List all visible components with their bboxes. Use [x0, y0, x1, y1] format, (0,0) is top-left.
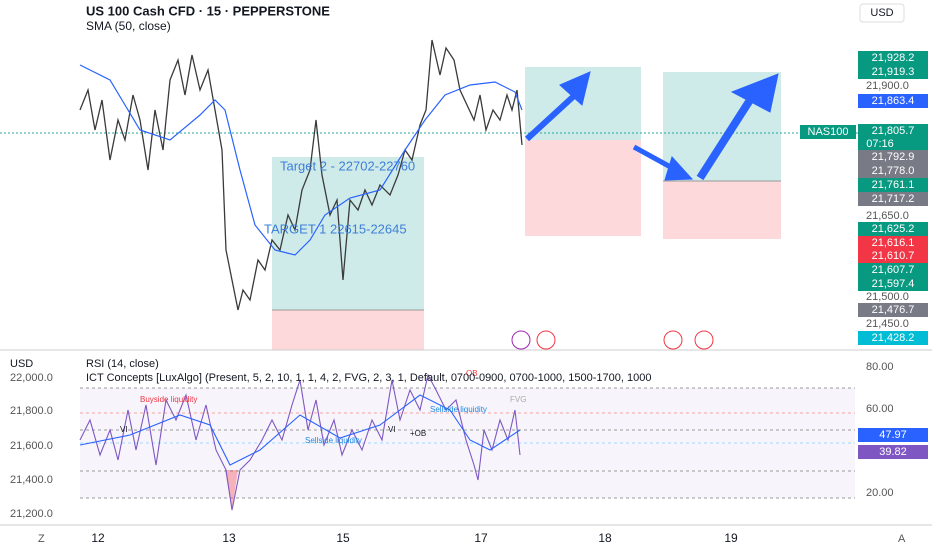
time-tick: 18: [598, 531, 612, 545]
time-tick: 13: [222, 531, 236, 545]
price-tag: [858, 303, 928, 317]
rsi-line: [79, 373, 521, 511]
time-tick: 12: [91, 531, 105, 545]
ma-tag-text: 39.82: [879, 446, 907, 458]
price-tag-text: 21,717.2: [872, 193, 915, 205]
price-tag-text: 21,792.9: [872, 151, 915, 163]
price-tag: [858, 263, 928, 277]
price-tag-text: 21,928.2: [872, 52, 915, 64]
price-tag-text: 21,597.4: [872, 278, 915, 290]
icon[interactable]: Z: [38, 533, 45, 545]
price-tick: 22,000.0: [10, 372, 53, 384]
price-tag: [858, 236, 928, 250]
price-tag-text: 21,805.7: [872, 125, 915, 137]
stop-zone: [272, 310, 424, 350]
price-tag: [858, 164, 928, 178]
rsi-tick: 60.00: [866, 403, 894, 415]
price-series: [79, 39, 523, 311]
time-axis: 12 13 15 17 18 19: [91, 531, 738, 545]
rsi-tag-text: 47.97: [879, 429, 907, 441]
indicator-label: SMA (50, close): [86, 19, 171, 33]
ict-label: +OB: [410, 429, 426, 438]
rsi-tick: 80.00: [866, 361, 894, 373]
price-axis: 21,928.2 21,919.3 21,863.4 21,805.7 21,792.9…: [858, 51, 928, 345]
ict-label: FVG: [510, 395, 526, 404]
icon[interactable]: A: [898, 533, 906, 545]
price-tag: [858, 222, 928, 236]
left-axis: 22,000.0 21,800.0 21,600.0 21,400.0 21,200.0: [10, 372, 53, 520]
time-tick: 15: [336, 531, 350, 545]
price-tag: [858, 94, 928, 108]
price-tick: 21,500.0: [866, 291, 909, 303]
rsi-axis: 80.00 60.00 20.00: [866, 361, 894, 499]
price-tag: [858, 178, 928, 192]
symbol-tag-text: NAS100: [808, 126, 849, 138]
price-tag: [858, 65, 928, 79]
price-tick: 21,400.0: [10, 474, 53, 486]
sma-line: [79, 64, 523, 256]
price-tick: 21,200.0: [10, 508, 53, 520]
price-tag: [858, 249, 928, 263]
price-tick: 21,600.0: [10, 440, 53, 452]
stop-zone: [525, 140, 641, 236]
annotation: Target 2 - 22702-22760: [280, 158, 415, 173]
price-tag-text: 21,919.3: [872, 66, 915, 78]
countdown: 07:16: [866, 138, 894, 150]
price-tag-text: 21,625.2: [872, 223, 915, 235]
price-tag: [858, 51, 928, 65]
ict-label: OB: [466, 369, 478, 378]
price-tick: 21,650.0: [866, 210, 909, 222]
ict-label: VI: [388, 425, 396, 434]
price-tag-text: 21,778.0: [872, 165, 915, 177]
ict-label: VI: [120, 425, 128, 434]
price-tag: [858, 192, 928, 206]
price-tick: 21,900.0: [866, 80, 909, 92]
chart-title: US 100 Cash CFD · 15 · PEPPERSTONE: [86, 3, 330, 18]
price-tag-text: 21,428.2: [872, 332, 915, 344]
price-tick: 21,450.0: [866, 318, 909, 330]
countdown-tag: [858, 138, 928, 150]
time-tick: 17: [474, 531, 488, 545]
indicator-label: RSI (14, close): [86, 358, 159, 370]
target-zone: [272, 157, 424, 310]
arrows: [524, 71, 779, 181]
currency-button[interactable]: [859, 3, 905, 23]
price-tag-text: 21,610.7: [872, 250, 915, 262]
price-tag: [858, 124, 928, 138]
ict-label: Sellside liquidity: [305, 436, 362, 445]
stop-zone: [663, 181, 781, 239]
price-tag: [858, 277, 928, 291]
price-tag-text: 21,476.7: [872, 304, 915, 316]
currency: USD: [10, 358, 33, 370]
price-tag: [858, 150, 928, 164]
price-tick: 21,800.0: [10, 405, 53, 417]
symbol-tag: [800, 125, 856, 139]
price-tag-text: 21,607.7: [872, 264, 915, 276]
currency: USD: [870, 7, 893, 19]
ict-label: Sellside liquidity: [430, 405, 487, 414]
ict-label: Buyside liquidity: [140, 395, 197, 404]
rsi-tick: 20.00: [866, 487, 894, 499]
rsi-ma-line: [79, 394, 521, 466]
time-tick: 19: [724, 531, 738, 545]
ma-tag: [858, 445, 928, 459]
annotation: TARGET 1 22615-22645: [264, 221, 407, 236]
price-tag-text: 21,761.1: [872, 179, 915, 191]
price-tag: [858, 331, 928, 345]
event-icons: [511, 330, 714, 350]
price-tag-text: 21,616.1: [872, 237, 915, 249]
price-tag-text: 21,863.4: [872, 95, 915, 107]
oversold-fill: [225, 470, 238, 510]
indicator-label: ICT Concepts [LuxAlgo] (Present, 5, 2, 1…: [86, 372, 651, 384]
rsi-tag: [858, 428, 928, 442]
